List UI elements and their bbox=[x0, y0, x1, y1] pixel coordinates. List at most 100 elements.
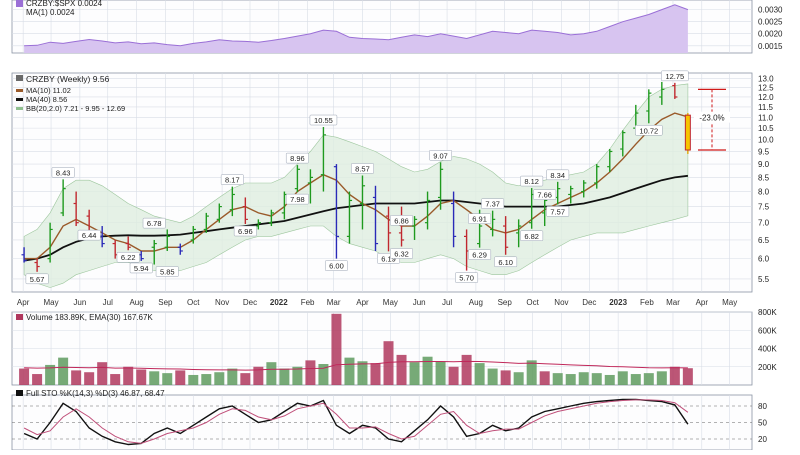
price-bar bbox=[672, 82, 678, 99]
price-bar bbox=[581, 180, 587, 198]
price-bar bbox=[294, 165, 301, 193]
price-label: 6.44 bbox=[82, 231, 97, 240]
price-label: 6.86 bbox=[394, 216, 409, 225]
price-label-box bbox=[129, 262, 153, 274]
price-label: 6.96 bbox=[238, 227, 253, 236]
volume-bar bbox=[318, 364, 329, 385]
x-tick-label: Sep bbox=[158, 298, 173, 307]
x-tick-label: 2022 bbox=[270, 298, 288, 307]
ratio-line bbox=[24, 4, 689, 47]
volume-y-tick-label: 400K bbox=[758, 345, 777, 354]
price-label: 8.34 bbox=[550, 171, 565, 180]
volume-bar bbox=[149, 371, 160, 385]
x-tick-label: Mar bbox=[327, 298, 341, 307]
price-label-box bbox=[142, 217, 166, 229]
price-label-box bbox=[429, 150, 453, 161]
price-legend-label: MA(10) 11.02 bbox=[26, 86, 71, 95]
price-bar bbox=[516, 219, 522, 248]
volume-bar bbox=[123, 366, 134, 385]
volume-y-tick-label: 800K bbox=[758, 308, 777, 317]
volume-y-tick-label: 600K bbox=[758, 326, 777, 335]
price-bar bbox=[190, 226, 196, 244]
x-tick-label: May bbox=[722, 298, 737, 307]
price-y-tick-label: 11.0 bbox=[758, 113, 774, 122]
x-tick-label: May bbox=[383, 298, 398, 307]
price-y-tick-label: 6.5 bbox=[758, 236, 770, 245]
price-label: 8.57 bbox=[355, 164, 370, 173]
x-tick-label: Apr bbox=[356, 298, 369, 307]
price-y-tick-label: 8.0 bbox=[758, 188, 770, 197]
price-y-tick-label: 11.5 bbox=[758, 103, 774, 112]
volume-bar bbox=[45, 364, 56, 385]
volume-bar bbox=[409, 362, 420, 385]
price-y-tick-label: 10.5 bbox=[758, 124, 774, 133]
volume-bar bbox=[331, 313, 342, 385]
price-bar bbox=[73, 191, 79, 227]
volume-bar bbox=[578, 372, 589, 385]
price-y-tick-label: 7.0 bbox=[758, 219, 770, 228]
price-label: 9.07 bbox=[433, 151, 448, 160]
x-tick-label: Dec bbox=[582, 298, 596, 307]
price-label-box bbox=[661, 70, 689, 82]
ratio-y-tick-label: 0.0015 bbox=[758, 42, 783, 51]
volume-bar bbox=[279, 368, 290, 385]
price-bar bbox=[47, 222, 53, 263]
volume-bar bbox=[58, 357, 69, 385]
volume-bar bbox=[370, 363, 381, 385]
sto-y-tick-label: 80 bbox=[758, 402, 767, 411]
price-label-box bbox=[481, 198, 505, 209]
price-label-box bbox=[494, 256, 518, 268]
price-legend-label: BB(20,2.0) 7.21 - 9.95 - 12.69 bbox=[26, 104, 125, 113]
price-label: 6.82 bbox=[524, 232, 539, 241]
price-bar bbox=[594, 164, 600, 189]
price-bar bbox=[424, 191, 431, 230]
price-legend-icon bbox=[16, 75, 23, 81]
price-bar bbox=[307, 169, 314, 204]
price-label: 8.17 bbox=[225, 176, 240, 185]
last-price-candle bbox=[684, 114, 691, 151]
price-bar bbox=[177, 243, 183, 255]
price-bar bbox=[568, 185, 574, 204]
price-label-box bbox=[546, 206, 570, 217]
price-bar bbox=[372, 185, 379, 251]
price-label-box bbox=[51, 167, 75, 178]
price-label: 5.85 bbox=[160, 268, 175, 277]
price-chart-title: CRZBY (Weekly) 9.56 bbox=[26, 74, 110, 84]
ratio-y-tick-label: 0.0020 bbox=[758, 30, 783, 39]
price-y-tick-label: 10.0 bbox=[758, 136, 774, 145]
volume-bar bbox=[136, 369, 147, 385]
price-label-box bbox=[533, 189, 557, 200]
price-label: 6.19 bbox=[381, 254, 396, 263]
volume-bar bbox=[357, 361, 368, 385]
volume-bar bbox=[422, 356, 433, 385]
x-tick-label: Oct bbox=[187, 298, 200, 307]
price-label-box bbox=[468, 213, 492, 224]
price-label: 6.10 bbox=[498, 258, 513, 267]
volume-bar bbox=[565, 374, 576, 385]
price-label: 6.32 bbox=[394, 250, 409, 259]
volume-bar bbox=[383, 341, 394, 385]
volume-ema-line bbox=[24, 360, 688, 371]
price-label: 8.96 bbox=[290, 154, 305, 163]
price-bar bbox=[490, 210, 496, 237]
volume-y-tick-label: 200K bbox=[758, 363, 777, 372]
price-legend-swatch bbox=[16, 98, 23, 101]
x-tick-label: Sep bbox=[498, 298, 513, 307]
volume-bar bbox=[214, 372, 225, 385]
volume-bar bbox=[97, 362, 108, 385]
sto-legend-swatch bbox=[16, 390, 23, 396]
price-bar bbox=[229, 186, 235, 217]
price-bar bbox=[34, 258, 40, 272]
price-y-tick-label: 13.0 bbox=[758, 74, 774, 83]
price-label-box bbox=[220, 174, 244, 185]
price-bar bbox=[346, 191, 353, 244]
price-label-box bbox=[285, 152, 309, 164]
volume-legend-swatch bbox=[16, 314, 23, 320]
price-label: 10.72 bbox=[639, 126, 658, 135]
price-bar bbox=[620, 130, 626, 157]
volume-bar bbox=[32, 374, 43, 385]
volume-bar bbox=[305, 360, 316, 385]
price-bar bbox=[151, 239, 157, 265]
price-bar bbox=[203, 212, 209, 233]
sto-y-tick-label: 20 bbox=[758, 435, 767, 444]
